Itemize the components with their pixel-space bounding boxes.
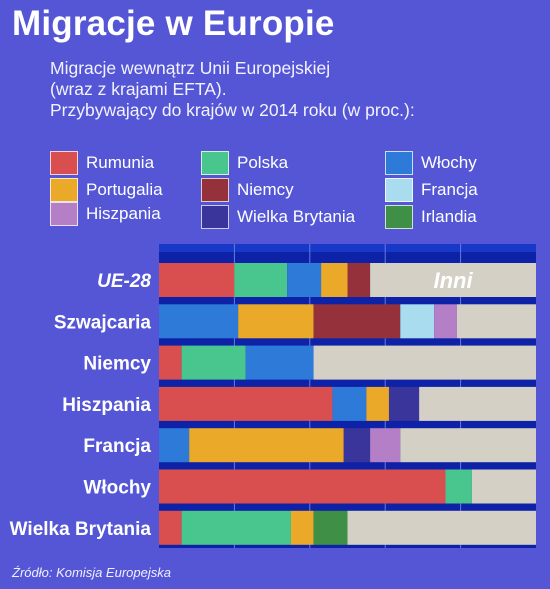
legend-swatch xyxy=(50,151,78,175)
legend-label: Włochy xyxy=(421,153,477,172)
legend-item-niemcy: Niemcy xyxy=(201,177,294,203)
category-label: Szwajcaria xyxy=(54,312,152,333)
bar-segment xyxy=(290,510,314,545)
bar-segment xyxy=(159,469,446,504)
bar-segment xyxy=(159,428,190,463)
bar-segment xyxy=(159,345,182,380)
legend-label: Rumunia xyxy=(86,153,155,172)
bar-segment xyxy=(456,304,536,339)
bar-segment xyxy=(419,386,536,421)
bar-segment xyxy=(234,263,288,297)
bar-segment xyxy=(159,263,235,297)
legend-label: Polska xyxy=(237,153,289,172)
subtitle-line: Przybywający do krajów w 2014 roku (w pr… xyxy=(50,100,415,120)
legend-swatch xyxy=(50,202,78,226)
bar-segment xyxy=(400,428,536,463)
category-label: Francja xyxy=(83,436,151,457)
subtitle: Migracje wewnątrz Unii Europejskiej (wra… xyxy=(50,58,415,121)
bar-segment xyxy=(370,263,536,297)
bar-segment xyxy=(445,469,472,504)
legend-swatch xyxy=(385,178,413,202)
category-label: Wielka Brytania xyxy=(10,519,152,540)
segment-annotation: Inni xyxy=(434,268,474,293)
bar-segment xyxy=(332,386,367,421)
bar-segment xyxy=(181,510,291,545)
bar-segment xyxy=(347,510,536,545)
bar-segment xyxy=(366,386,389,421)
bar-segment xyxy=(287,263,322,297)
legend-label: Portugalia xyxy=(86,180,163,199)
legend-item-wielka-brytania: Wielka Brytania xyxy=(201,204,355,230)
category-label: Hiszpania xyxy=(62,395,151,416)
bar-segment xyxy=(471,469,536,504)
source-note: Źródło: Komisja Europejska xyxy=(12,565,171,580)
bar-segment xyxy=(388,386,420,421)
legend-item-rumunia: Rumunia xyxy=(50,150,154,176)
bar-segment xyxy=(370,428,401,463)
bar-segment xyxy=(159,304,239,339)
plot-top-strip xyxy=(159,244,536,252)
bar-segment xyxy=(189,428,344,463)
bar-segment xyxy=(238,304,314,339)
legend-swatch xyxy=(201,205,229,229)
bar-segment xyxy=(400,304,435,339)
legend-item-portugalia: Portugalia xyxy=(50,177,163,203)
bar-segment xyxy=(313,345,536,380)
subtitle-line: Migracje wewnątrz Unii Europejskiej xyxy=(50,58,331,78)
legend-swatch xyxy=(50,178,78,202)
category-label: UE-28 xyxy=(97,271,151,292)
bar-segment xyxy=(347,263,371,297)
legend-label: Hiszpania xyxy=(86,204,161,223)
bar-segment xyxy=(159,386,333,421)
legend-swatch xyxy=(201,151,229,175)
legend-label: Niemcy xyxy=(237,180,294,199)
legend-label: Irlandia xyxy=(421,207,477,226)
bar-segment xyxy=(159,510,182,545)
legend-item-francja: Francja xyxy=(385,177,478,203)
bar-segment xyxy=(181,345,246,380)
bar-segment xyxy=(343,428,371,463)
legend-swatch xyxy=(385,151,413,175)
legend-item-hiszpania: Hiszpania xyxy=(50,201,161,227)
legend-item-wlochy: Włochy xyxy=(385,150,477,176)
bar-segment xyxy=(313,304,401,339)
category-label: Włochy xyxy=(83,478,151,499)
bar-segment xyxy=(313,510,348,545)
page-title: Migracje w Europie xyxy=(12,4,335,43)
bar-segment xyxy=(434,304,457,339)
subtitle-line: (wraz z krajami EFTA). xyxy=(50,79,227,99)
legend-label: Francja xyxy=(421,180,478,199)
category-label: Niemcy xyxy=(83,354,151,375)
bar-segment xyxy=(245,345,314,380)
legend-swatch xyxy=(201,178,229,202)
bar-segment xyxy=(321,263,348,297)
legend-item-irlandia: Irlandia xyxy=(385,204,477,230)
legend-item-polska: Polska xyxy=(201,150,288,176)
legend-swatch xyxy=(385,205,413,229)
legend-label: Wielka Brytania xyxy=(237,207,356,226)
